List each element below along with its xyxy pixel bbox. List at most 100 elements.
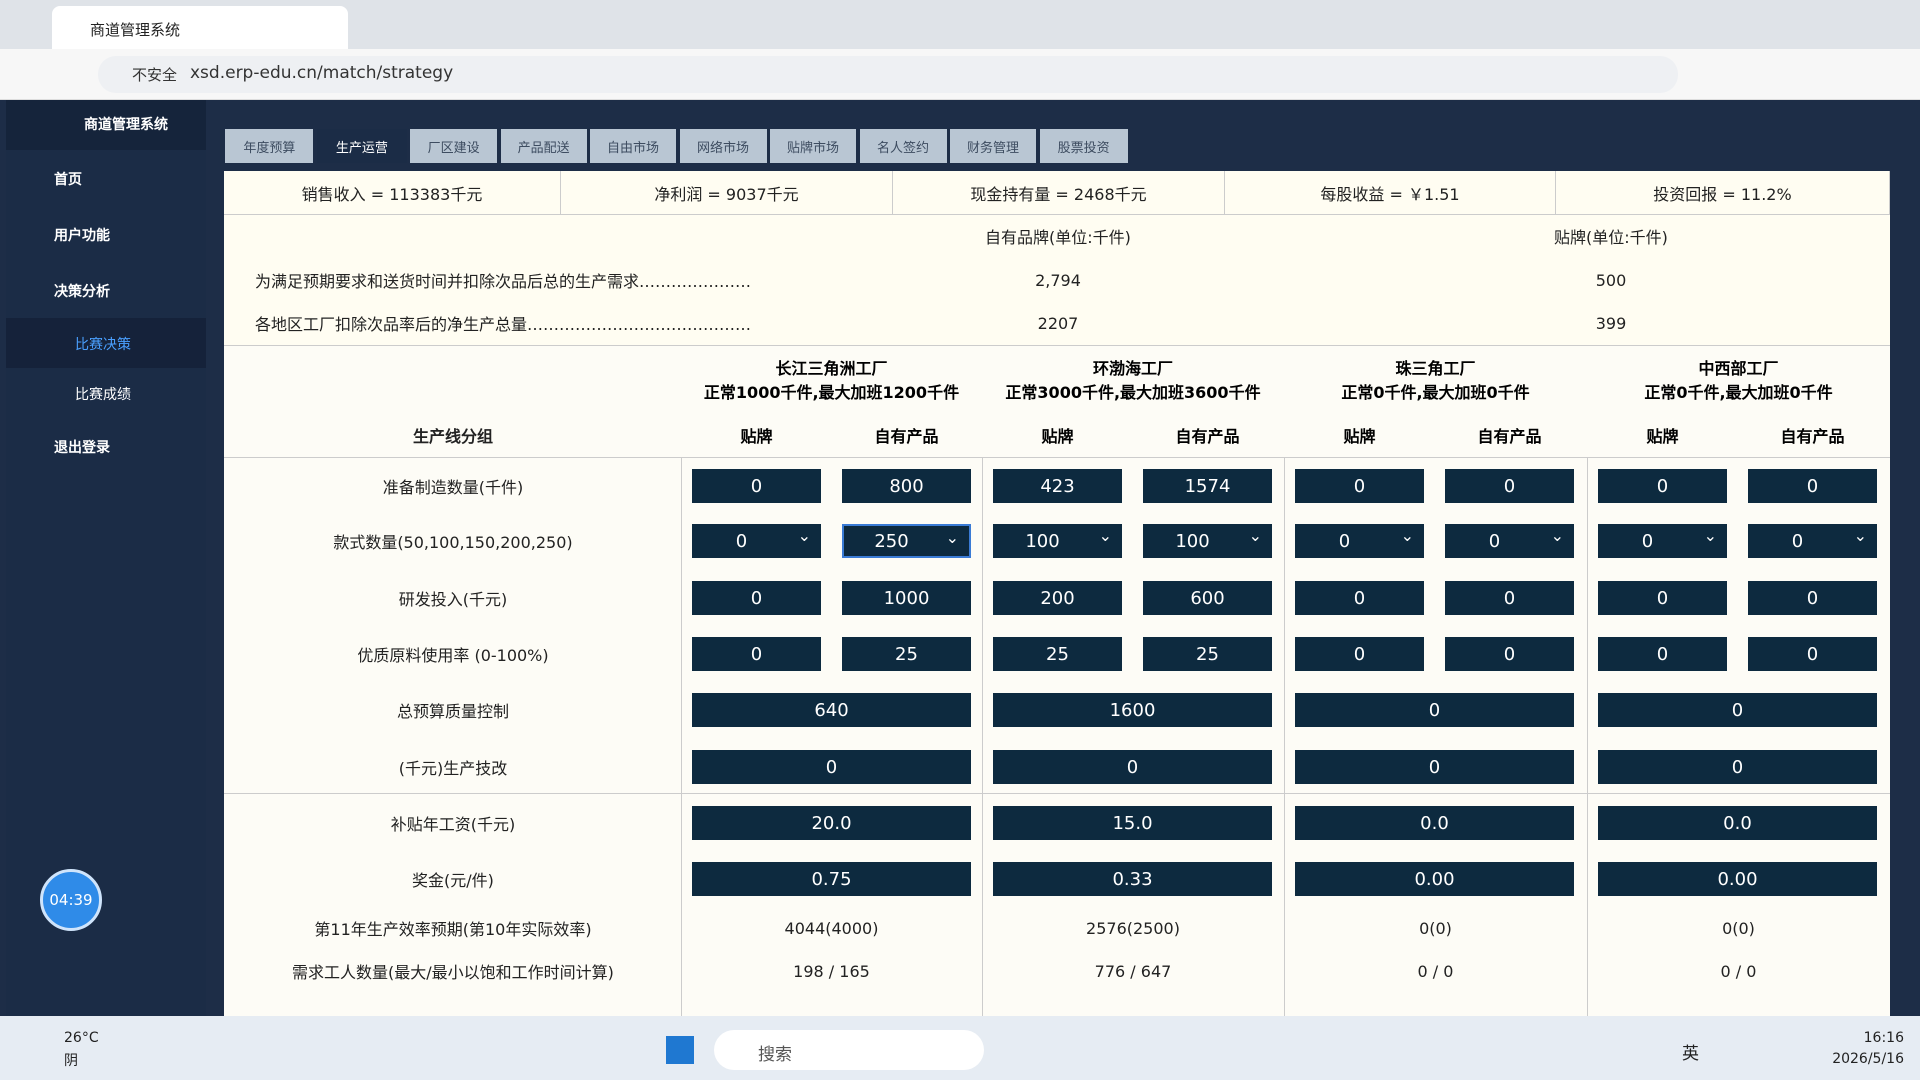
nav-tab[interactable]: 产品配送 <box>500 129 587 163</box>
merged-field[interactable]: 0 <box>1598 750 1877 784</box>
merged-field[interactable]: 640 <box>692 693 971 727</box>
input-field[interactable]: 25 <box>842 637 971 671</box>
input-field[interactable]: 0 <box>692 637 821 671</box>
input-field[interactable]: 423 <box>993 469 1122 503</box>
demand-value: 500 <box>1595 270 1627 290</box>
summary-cell: 销售收入 = 113383千元 <box>224 171 561 215</box>
dropdown-arrow: ⌄ <box>1550 526 1564 545</box>
select-field[interactable]: 0 ⌄ <box>692 524 821 558</box>
merged-field[interactable]: 0.00 <box>1598 862 1877 896</box>
input-field[interactable]: 600 <box>1143 581 1272 615</box>
nav-tab[interactable]: 贴牌市场 <box>770 129 856 163</box>
dropdown-arrow: ⌄ <box>1853 526 1867 545</box>
input-field[interactable]: 0 <box>1295 469 1424 503</box>
merged-field[interactable]: 0.0 <box>1295 806 1574 840</box>
input-field[interactable]: 1574 <box>1143 469 1272 503</box>
search-box[interactable] <box>714 1030 984 1070</box>
select-field[interactable]: 0 ⌄ <box>1598 524 1727 558</box>
input-field[interactable]: 0 <box>1748 469 1877 503</box>
input-field[interactable]: 0 <box>1598 581 1727 615</box>
input-field[interactable]: 0 <box>1748 637 1877 671</box>
input-field[interactable]: 0 <box>1445 581 1574 615</box>
summary-cell: 净利润 = 9037千元 <box>561 171 893 215</box>
nav-tab[interactable]: 股票投资 <box>1039 129 1128 163</box>
merged-field[interactable]: 0.00 <box>1295 862 1574 896</box>
demand-label: 为满足预期要求和送货时间并扣除次品后总的生产需求………………… <box>255 272 752 291</box>
input-field[interactable]: 25 <box>993 637 1122 671</box>
input-field[interactable]: 25 <box>1143 637 1272 671</box>
merged-field[interactable]: 1600 <box>993 693 1272 727</box>
sub-header: 自有产品 <box>1477 427 1542 446</box>
input-field[interactable]: 0 <box>1445 469 1574 503</box>
merged-field[interactable]: 0 <box>1295 693 1574 727</box>
row-label: 总预算质量控制 <box>396 702 509 721</box>
merged-field[interactable]: 0.0 <box>1598 806 1877 840</box>
factory-capacity: 正常0千件,最大加班0千件 <box>1644 383 1833 402</box>
row-label: 需求工人数量(最大/最小以饱和工作时间计算) <box>292 963 614 982</box>
input-field[interactable]: 0 <box>1748 581 1877 615</box>
url-field <box>98 56 1678 93</box>
sub-header: 贴牌 <box>740 427 773 446</box>
input-field[interactable]: 200 <box>993 581 1122 615</box>
select-field[interactable]: 0 ⌄ <box>1445 524 1574 558</box>
nav-tab[interactable]: 生产运营 <box>317 129 407 163</box>
nav-tab[interactable]: 年度预算 <box>225 129 314 163</box>
merged-field[interactable]: 0.33 <box>993 862 1272 896</box>
summary-cell: 每股收益 = ￥1.51 <box>1225 171 1556 215</box>
input-field[interactable]: 0 <box>1445 637 1574 671</box>
menu-item[interactable]: 用户功能 <box>54 228 110 244</box>
nav-tab[interactable]: 网络市场 <box>679 129 767 163</box>
start-button[interactable] <box>666 1036 694 1064</box>
factory-name: 长江三角洲工厂 <box>775 359 888 378</box>
select-field[interactable]: 0 ⌄ <box>1748 524 1877 558</box>
input-field[interactable]: 0 <box>1295 581 1424 615</box>
merged-field[interactable]: 0 <box>1295 750 1574 784</box>
input-field[interactable]: 1000 <box>842 581 971 615</box>
url-text: xsd.erp-edu.cn/match/strategy <box>190 63 454 83</box>
input-field[interactable]: 0 <box>692 581 821 615</box>
merged-field[interactable]: 15.0 <box>993 806 1272 840</box>
summary-cell: 现金持有量 = 2468千元 <box>893 171 1225 215</box>
merged-field[interactable]: 0 <box>1598 693 1877 727</box>
menu-item[interactable]: 退出登录 <box>54 440 110 456</box>
menu-item[interactable]: 首页 <box>54 172 82 188</box>
dropdown-arrow: ⌄ <box>797 526 811 545</box>
merged-field[interactable]: 0 <box>993 750 1272 784</box>
menu-item[interactable]: 比赛决策 <box>75 337 131 353</box>
divider <box>224 457 1890 458</box>
factory-name: 珠三角工厂 <box>1395 359 1476 378</box>
nav-tab[interactable]: 名人签约 <box>859 129 947 163</box>
factory-name: 中西部工厂 <box>1698 359 1779 378</box>
content-lower <box>224 345 1890 1016</box>
search-text: 搜索 <box>758 1045 792 1065</box>
merged-field[interactable]: 20.0 <box>692 806 971 840</box>
select-field[interactable]: 0 ⌄ <box>1295 524 1424 558</box>
nav-tab[interactable]: 财务管理 <box>950 129 1036 163</box>
input-field[interactable]: 800 <box>842 469 971 503</box>
input-field[interactable]: 0 <box>1598 469 1727 503</box>
row-label: 准备制造数量(千件) <box>382 478 524 497</box>
dropdown-arrow: ⌄ <box>1248 526 1262 545</box>
select-field[interactable]: 100 ⌄ <box>993 524 1122 558</box>
computed-value: 0(0) <box>1419 918 1452 938</box>
select-field[interactable]: 250 ⌄ <box>842 524 971 558</box>
input-field[interactable]: 0 <box>692 469 821 503</box>
computed-value: 0 / 0 <box>1417 961 1454 981</box>
ime[interactable]: 英 <box>1682 1044 1699 1064</box>
select-field[interactable]: 100 ⌄ <box>1143 524 1272 558</box>
input-field[interactable]: 0 <box>1598 637 1727 671</box>
menu-active-bg <box>6 318 206 368</box>
factory-capacity: 正常0千件,最大加班0千件 <box>1341 383 1530 402</box>
row-label: 款式数量(50,100,150,200,250) <box>333 533 573 552</box>
divider <box>224 793 1890 794</box>
nav-tab[interactable]: 自由市场 <box>590 129 676 163</box>
summary-cell: 投资回报 = 11.2% <box>1556 171 1890 215</box>
merged-field[interactable]: 0.75 <box>692 862 971 896</box>
clock-time: 16:16 <box>1863 1030 1904 1046</box>
merged-field[interactable]: 0 <box>692 750 971 784</box>
nav-tab[interactable]: 厂区建设 <box>410 129 498 163</box>
input-field[interactable]: 0 <box>1295 637 1424 671</box>
menu-item[interactable]: 比赛成绩 <box>75 387 131 403</box>
menu-item[interactable]: 决策分析 <box>54 284 110 300</box>
factory-capacity: 正常1000千件,最大加班1200千件 <box>703 383 960 402</box>
